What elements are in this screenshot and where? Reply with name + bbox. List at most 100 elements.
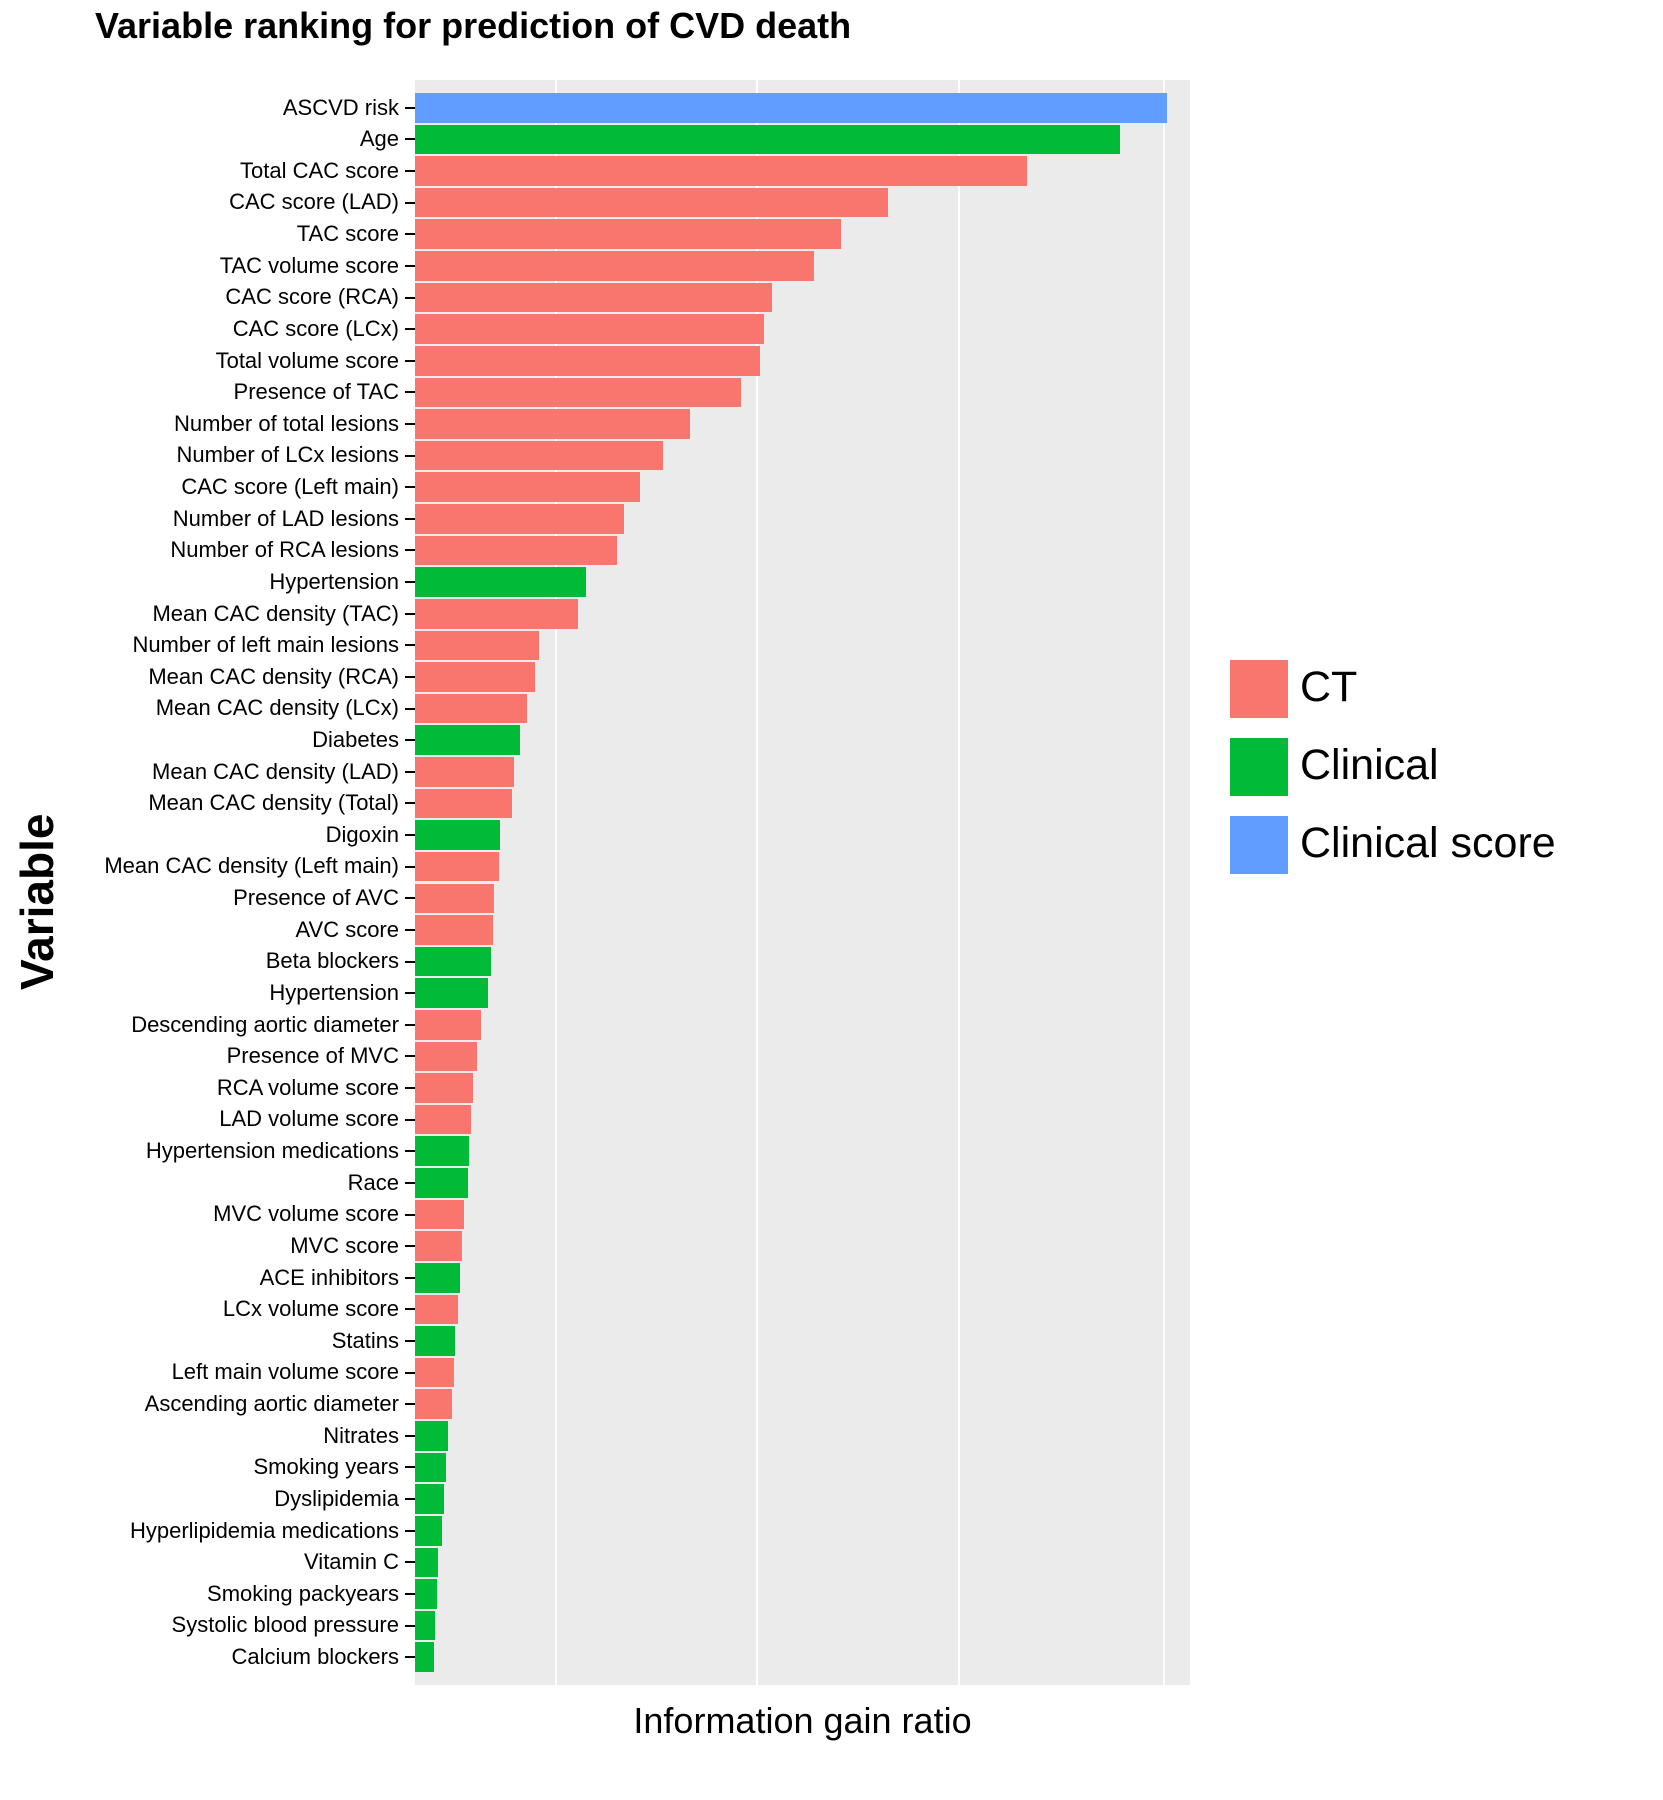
bar <box>415 125 1120 155</box>
y-axis-label: Mean CAC density (TAC) <box>152 601 399 627</box>
bar <box>415 1136 469 1166</box>
y-axis-label: Number of total lesions <box>174 411 399 437</box>
bar <box>415 947 491 977</box>
y-axis-label: TAC volume score <box>220 253 399 279</box>
bar <box>415 820 500 850</box>
bar <box>415 219 841 249</box>
y-tick <box>405 1119 415 1121</box>
y-axis-label: RCA volume score <box>217 1075 399 1101</box>
y-axis-label: Hypertension <box>269 569 399 595</box>
chart-title: Variable ranking for prediction of CVD d… <box>95 5 851 47</box>
y-tick <box>405 676 415 678</box>
bar <box>415 1611 435 1641</box>
y-axis-label: Vitamin C <box>304 1549 399 1575</box>
y-tick <box>405 297 415 299</box>
y-axis-label: Number of LAD lesions <box>173 506 399 532</box>
y-axis-label: ACE inhibitors <box>260 1265 399 1291</box>
legend-label: CT <box>1300 663 1357 712</box>
y-axis-label: Beta blockers <box>266 948 399 974</box>
y-tick <box>405 391 415 393</box>
y-axis-label: AVC score <box>295 917 399 943</box>
bar <box>415 1042 477 1072</box>
y-axis-label: Dyslipidemia <box>274 1486 399 1512</box>
y-tick <box>405 866 415 868</box>
bar <box>415 1200 464 1230</box>
y-tick <box>405 1087 415 1089</box>
legend-swatch <box>1230 738 1288 796</box>
y-tick <box>405 708 415 710</box>
bar <box>415 251 814 281</box>
legend-swatch <box>1230 816 1288 874</box>
y-tick <box>405 613 415 615</box>
y-tick <box>405 897 415 899</box>
y-tick <box>405 1530 415 1532</box>
y-tick <box>405 1024 415 1026</box>
bar <box>415 662 535 692</box>
y-axis-label: Smoking packyears <box>207 1581 399 1607</box>
bar <box>415 757 514 787</box>
bar <box>415 694 527 724</box>
bar <box>415 631 539 661</box>
bar <box>415 567 586 597</box>
y-axis-label: Digoxin <box>326 822 399 848</box>
y-tick <box>405 644 415 646</box>
y-tick <box>405 1150 415 1152</box>
grid-line <box>1163 80 1165 1685</box>
bar <box>415 188 888 218</box>
y-tick <box>405 1055 415 1057</box>
bar <box>415 978 488 1008</box>
y-tick <box>405 1498 415 1500</box>
y-axis-label: Statins <box>332 1328 399 1354</box>
y-tick <box>405 233 415 235</box>
bar <box>415 1168 468 1198</box>
y-tick <box>405 961 415 963</box>
y-axis-label: CAC score (LCx) <box>233 316 399 342</box>
bar <box>415 1389 452 1419</box>
bar <box>415 93 1167 123</box>
y-tick <box>405 1561 415 1563</box>
y-tick <box>405 1656 415 1658</box>
bar <box>415 283 772 313</box>
y-axis-label: CAC score (RCA) <box>225 284 399 310</box>
bar <box>415 472 640 502</box>
y-tick <box>405 992 415 994</box>
y-axis-label: Mean CAC density (LCx) <box>156 695 399 721</box>
y-tick <box>405 802 415 804</box>
y-tick <box>405 1277 415 1279</box>
bar <box>415 1421 448 1451</box>
y-axis-label: MVC score <box>290 1233 399 1259</box>
y-tick <box>405 1372 415 1374</box>
bar <box>415 504 624 534</box>
y-axis-label: Descending aortic diameter <box>131 1012 399 1038</box>
bar <box>415 599 578 629</box>
y-tick <box>405 265 415 267</box>
y-axis-label: Mean CAC density (LAD) <box>152 759 399 785</box>
y-axis-label: Hyperlipidemia medications <box>130 1518 399 1544</box>
bar <box>415 1642 434 1672</box>
bar <box>415 1579 437 1609</box>
y-axis-label: Number of RCA lesions <box>170 537 399 563</box>
bar <box>415 789 512 819</box>
y-axis-label: Race <box>348 1170 399 1196</box>
y-tick <box>405 1625 415 1627</box>
y-tick <box>405 486 415 488</box>
bar <box>415 536 617 566</box>
y-axis-label: Nitrates <box>323 1423 399 1449</box>
y-tick <box>405 423 415 425</box>
y-tick <box>405 138 415 140</box>
bar <box>415 1073 473 1103</box>
bar <box>415 852 499 882</box>
x-axis-title: Information gain ratio <box>415 1700 1190 1742</box>
y-axis-label: Diabetes <box>312 727 399 753</box>
bar <box>415 1010 481 1040</box>
y-axis-label: LAD volume score <box>219 1106 399 1132</box>
y-axis-label: CAC score (Left main) <box>181 474 399 500</box>
bar <box>415 1295 458 1325</box>
bar <box>415 314 764 344</box>
y-tick <box>405 1340 415 1342</box>
y-axis-label: Number of left main lesions <box>132 632 399 658</box>
y-axis-label: LCx volume score <box>223 1296 399 1322</box>
bar <box>415 1358 454 1388</box>
bar <box>415 725 520 755</box>
y-axis-label: TAC score <box>297 221 399 247</box>
